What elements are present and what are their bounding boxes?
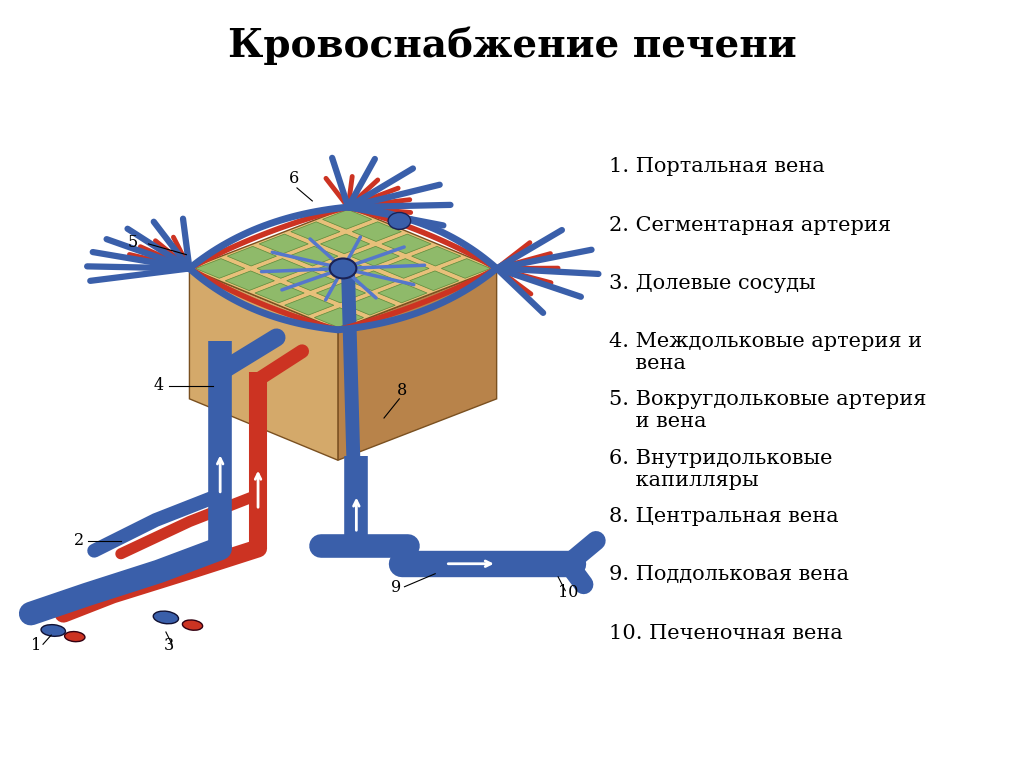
Polygon shape bbox=[257, 258, 306, 278]
Polygon shape bbox=[350, 246, 399, 266]
Text: 9: 9 bbox=[391, 579, 401, 596]
Polygon shape bbox=[316, 283, 366, 303]
Text: 8: 8 bbox=[397, 382, 408, 399]
Circle shape bbox=[330, 258, 356, 278]
Polygon shape bbox=[441, 258, 490, 278]
Polygon shape bbox=[348, 271, 397, 291]
Text: 2. Сегментарная артерия: 2. Сегментарная артерия bbox=[609, 216, 891, 235]
Polygon shape bbox=[352, 222, 401, 242]
Text: 3: 3 bbox=[164, 637, 174, 654]
Ellipse shape bbox=[182, 620, 203, 630]
Polygon shape bbox=[196, 258, 245, 278]
Polygon shape bbox=[382, 234, 431, 254]
Polygon shape bbox=[346, 295, 395, 315]
Polygon shape bbox=[227, 246, 276, 266]
Polygon shape bbox=[338, 268, 497, 460]
Polygon shape bbox=[323, 209, 372, 229]
Circle shape bbox=[388, 212, 411, 229]
Polygon shape bbox=[314, 308, 364, 328]
Ellipse shape bbox=[41, 624, 66, 637]
Polygon shape bbox=[255, 283, 304, 303]
Polygon shape bbox=[291, 222, 340, 242]
Text: 1: 1 bbox=[31, 637, 41, 654]
Text: 4: 4 bbox=[154, 377, 164, 393]
Polygon shape bbox=[225, 271, 274, 291]
Text: Кровоснабжение печени: Кровоснабжение печени bbox=[227, 27, 797, 65]
Text: 8. Центральная вена: 8. Центральная вена bbox=[609, 507, 839, 526]
Polygon shape bbox=[289, 246, 338, 266]
Polygon shape bbox=[259, 234, 308, 254]
Text: 6: 6 bbox=[289, 170, 299, 186]
Text: 6. Внутридольковые
    капилляры: 6. Внутридольковые капилляры bbox=[609, 449, 833, 489]
Ellipse shape bbox=[65, 631, 85, 642]
Text: 9. Поддольковая вена: 9. Поддольковая вена bbox=[609, 565, 849, 584]
Text: 5: 5 bbox=[128, 234, 138, 251]
Text: 4. Междольковые артерия и
    вена: 4. Междольковые артерия и вена bbox=[609, 332, 923, 373]
Text: 1. Портальная вена: 1. Портальная вена bbox=[609, 157, 825, 176]
Text: 2: 2 bbox=[74, 532, 84, 548]
Polygon shape bbox=[287, 271, 336, 291]
Text: 10: 10 bbox=[558, 584, 579, 601]
Polygon shape bbox=[189, 268, 338, 460]
Text: 3. Долевые сосуды: 3. Долевые сосуды bbox=[609, 274, 816, 293]
Text: 5. Вокругдольковые артерия
    и вена: 5. Вокругдольковые артерия и вена bbox=[609, 390, 927, 431]
Polygon shape bbox=[189, 207, 497, 330]
Text: 10. Печеночная вена: 10. Печеночная вена bbox=[609, 624, 843, 643]
Polygon shape bbox=[378, 283, 427, 303]
Polygon shape bbox=[285, 295, 334, 315]
Polygon shape bbox=[380, 258, 429, 278]
Polygon shape bbox=[412, 246, 461, 266]
Polygon shape bbox=[410, 271, 459, 291]
Polygon shape bbox=[321, 234, 370, 254]
Ellipse shape bbox=[154, 611, 178, 624]
Polygon shape bbox=[318, 258, 368, 278]
